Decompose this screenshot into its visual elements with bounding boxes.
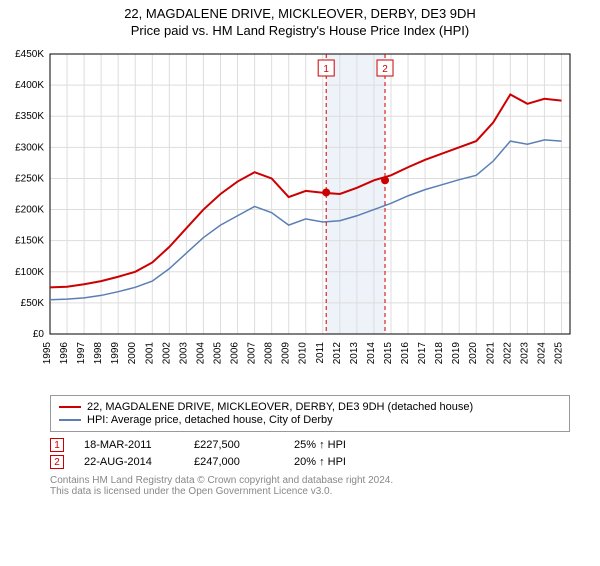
transaction-delta: 25% ↑ HPI: [294, 439, 394, 451]
transaction-delta: 20% ↑ HPI: [294, 456, 394, 468]
transaction-price: £247,000: [194, 456, 294, 468]
x-tick-label: 2023: [519, 342, 530, 365]
x-tick-label: 2021: [485, 342, 496, 365]
x-tick-label: 2001: [144, 342, 155, 365]
transaction-marker: 1: [50, 438, 64, 452]
x-tick-label: 1997: [76, 342, 87, 365]
plot-area: [50, 54, 570, 334]
y-tick-label: £300K: [15, 142, 44, 153]
legend-label: HPI: Average price, detached house, City…: [87, 414, 333, 426]
x-tick-label: 2016: [400, 342, 411, 365]
x-tick-label: 2025: [553, 342, 564, 365]
transaction-row: 1 18-MAR-2011£227,50025% ↑ HPI: [50, 438, 570, 452]
x-tick-label: 2022: [502, 342, 513, 365]
y-tick-label: £150K: [15, 236, 44, 247]
marker-dot: [381, 176, 389, 184]
chart-svg: £0 £50K £100K £150K £200K £250K £300K £350K £400…: [0, 44, 600, 384]
legend-label: 22, MAGDALENE DRIVE, MICKLEOVER, DERBY, …: [87, 401, 473, 413]
y-tick-label: £100K: [15, 267, 44, 278]
transaction-date: 22-AUG-2014: [84, 456, 194, 468]
x-tick-label: 2008: [264, 342, 275, 365]
x-tick-label: 2014: [366, 342, 377, 365]
legend-swatch: [59, 419, 81, 421]
footer-attribution: Contains HM Land Registry data © Crown c…: [50, 475, 570, 497]
transaction-date: 18-MAR-2011: [84, 439, 194, 451]
x-tick-label: 2004: [195, 342, 206, 365]
page-subtitle: Price paid vs. HM Land Registry's House …: [0, 23, 600, 38]
x-tick-label: 1999: [110, 342, 121, 365]
x-tick-label: 1995: [42, 342, 53, 365]
x-tick-label: 2010: [298, 342, 309, 365]
x-tick-label: 2007: [247, 342, 258, 365]
footer-line: This data is licensed under the Open Gov…: [50, 486, 570, 497]
x-tick-label: 1996: [59, 342, 70, 365]
y-tick-label: £50K: [21, 298, 45, 309]
transaction-price: £227,500: [194, 439, 294, 451]
x-tick-label: 2015: [383, 342, 394, 365]
x-tick-label: 2009: [281, 342, 292, 365]
y-tick-label: £200K: [15, 205, 44, 216]
x-tick-label: 2020: [468, 342, 479, 365]
x-tick-label: 2012: [332, 342, 343, 365]
transaction-marker: 2: [50, 455, 64, 469]
y-tick-label: £350K: [15, 111, 44, 122]
x-tick-label: 2006: [230, 342, 241, 365]
transaction-row: 2 22-AUG-2014£247,00020% ↑ HPI: [50, 455, 570, 469]
marker-label: 1: [323, 64, 329, 75]
x-tick-label: 2019: [451, 342, 462, 365]
legend: 22, MAGDALENE DRIVE, MICKLEOVER, DERBY, …: [50, 395, 570, 432]
x-tick-label: 2011: [315, 342, 326, 364]
x-tick-label: 2005: [212, 342, 223, 365]
price-chart: £0 £50K £100K £150K £200K £250K £300K £350K £400…: [0, 44, 600, 389]
marker-dot: [322, 188, 330, 196]
y-tick-label: £400K: [15, 80, 44, 91]
x-tick-label: 2002: [161, 342, 172, 365]
x-tick-label: 2013: [349, 342, 360, 365]
footer-line: Contains HM Land Registry data © Crown c…: [50, 475, 570, 486]
x-tick-label: 1998: [93, 342, 104, 365]
y-tick-label: £0: [33, 329, 45, 340]
y-tick-label: £250K: [15, 173, 44, 184]
y-tick-label: £450K: [15, 49, 44, 60]
x-tick-label: 2003: [178, 342, 189, 365]
x-tick-label: 2018: [434, 342, 445, 365]
transaction-table: 1 18-MAR-2011£227,50025% ↑ HPI 2 22-AUG-201…: [50, 438, 570, 469]
x-tick-label: 2024: [536, 342, 547, 365]
marker-label: 2: [382, 64, 388, 75]
x-tick-label: 2017: [417, 342, 428, 365]
legend-swatch: [59, 406, 81, 408]
x-tick-label: 2000: [127, 342, 138, 365]
legend-item: 22, MAGDALENE DRIVE, MICKLEOVER, DERBY, …: [59, 401, 561, 413]
page-title: 22, MAGDALENE DRIVE, MICKLEOVER, DERBY, …: [0, 6, 600, 21]
legend-item: HPI: Average price, detached house, City…: [59, 414, 561, 426]
